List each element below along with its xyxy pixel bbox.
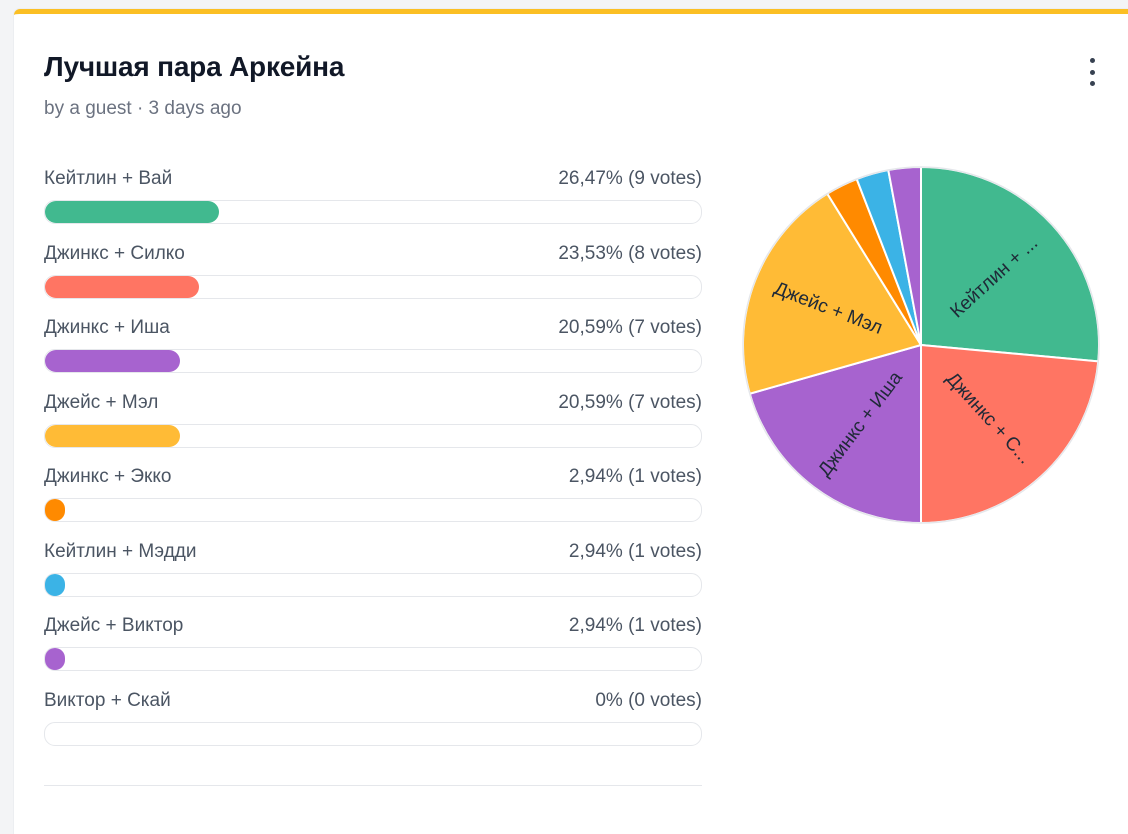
option-label: Кейтлин + Вай (44, 168, 173, 189)
result-bar-fill (45, 499, 65, 521)
divider (44, 785, 702, 786)
poll-option[interactable]: Джейс + Виктор 2,94% (1 votes) (44, 611, 702, 686)
poll-meta: by a guest · 3 days ago (44, 98, 242, 119)
result-bar-fill (45, 648, 65, 670)
option-result: 2,94% (1 votes) (568, 615, 702, 636)
result-bar-track (44, 200, 702, 224)
poll-option[interactable]: Виктор + Скай 0% (0 votes) (44, 686, 702, 761)
result-bar-track (44, 423, 702, 448)
pie-chart-svg: Кейтлин + ...Джинкс + С...Джинкс + ИшаДж… (742, 165, 1100, 525)
option-result: 0% (0 votes) (595, 689, 702, 711)
option-result: 20,59% (7 votes) (558, 391, 702, 413)
option-label: Виктор + Скай (44, 689, 171, 711)
option-label: Джинкс + Экко (44, 466, 172, 487)
result-bar-track (44, 498, 702, 522)
result-bar-fill (45, 573, 65, 596)
poll-title: Лучшая пара Аркейна (44, 51, 345, 82)
option-result: 26,47% (9 votes) (558, 168, 702, 189)
option-label: Джейс + Мэл (44, 391, 159, 413)
pie-outline (742, 166, 1100, 524)
poll-option[interactable]: Кейтлин + Мэдди 2,94% (1 votes) (44, 537, 702, 612)
result-bar-track (44, 721, 702, 746)
more-vertical-icon[interactable] (1080, 58, 1104, 86)
option-result: 2,94% (1 votes) (568, 540, 702, 562)
option-result: 20,59% (7 votes) (558, 317, 702, 338)
menu-dot (1089, 58, 1095, 63)
option-label: Джинкс + Силко (44, 242, 185, 264)
result-bar-track (44, 647, 702, 671)
result-bar-track (44, 572, 702, 597)
option-result: 23,53% (8 votes) (558, 242, 702, 264)
option-label: Джинкс + Иша (44, 317, 170, 338)
poll-option[interactable]: Джейс + Мэл 20,59% (7 votes) (44, 388, 702, 463)
poll-option[interactable]: Джинкс + Силко 23,53% (8 votes) (44, 239, 702, 314)
option-label: Джейс + Виктор (44, 615, 184, 636)
menu-dot (1089, 81, 1095, 86)
result-bar-fill (45, 201, 219, 223)
result-bar-fill (45, 424, 181, 447)
results-pie-chart: Кейтлин + ... Джинкс + С... Джинкс + Иша Дж… (740, 164, 1102, 526)
poll-option[interactable]: Кейтлин + Вай 26,47% (9 votes) (44, 164, 702, 239)
poll-option[interactable]: Джинкс + Иша 20,59% (7 votes) (44, 313, 702, 388)
result-bar-fill (45, 350, 181, 372)
result-bar-track (44, 349, 702, 373)
poll-card: Лучшая пара Аркейна by a guest · 3 days … (14, 9, 1128, 834)
result-bar-fill (45, 275, 200, 298)
menu-dot (1089, 69, 1095, 75)
option-label: Кейтлин + Мэдди (44, 540, 197, 562)
poll-options: Кейтлин + Вай 26,47% (9 votes) Джинкс + … (44, 164, 702, 760)
result-bar-track (44, 274, 702, 299)
option-result: 2,94% (1 votes) (568, 466, 702, 487)
poll-option[interactable]: Джинкс + Экко 2,94% (1 votes) (44, 462, 702, 537)
